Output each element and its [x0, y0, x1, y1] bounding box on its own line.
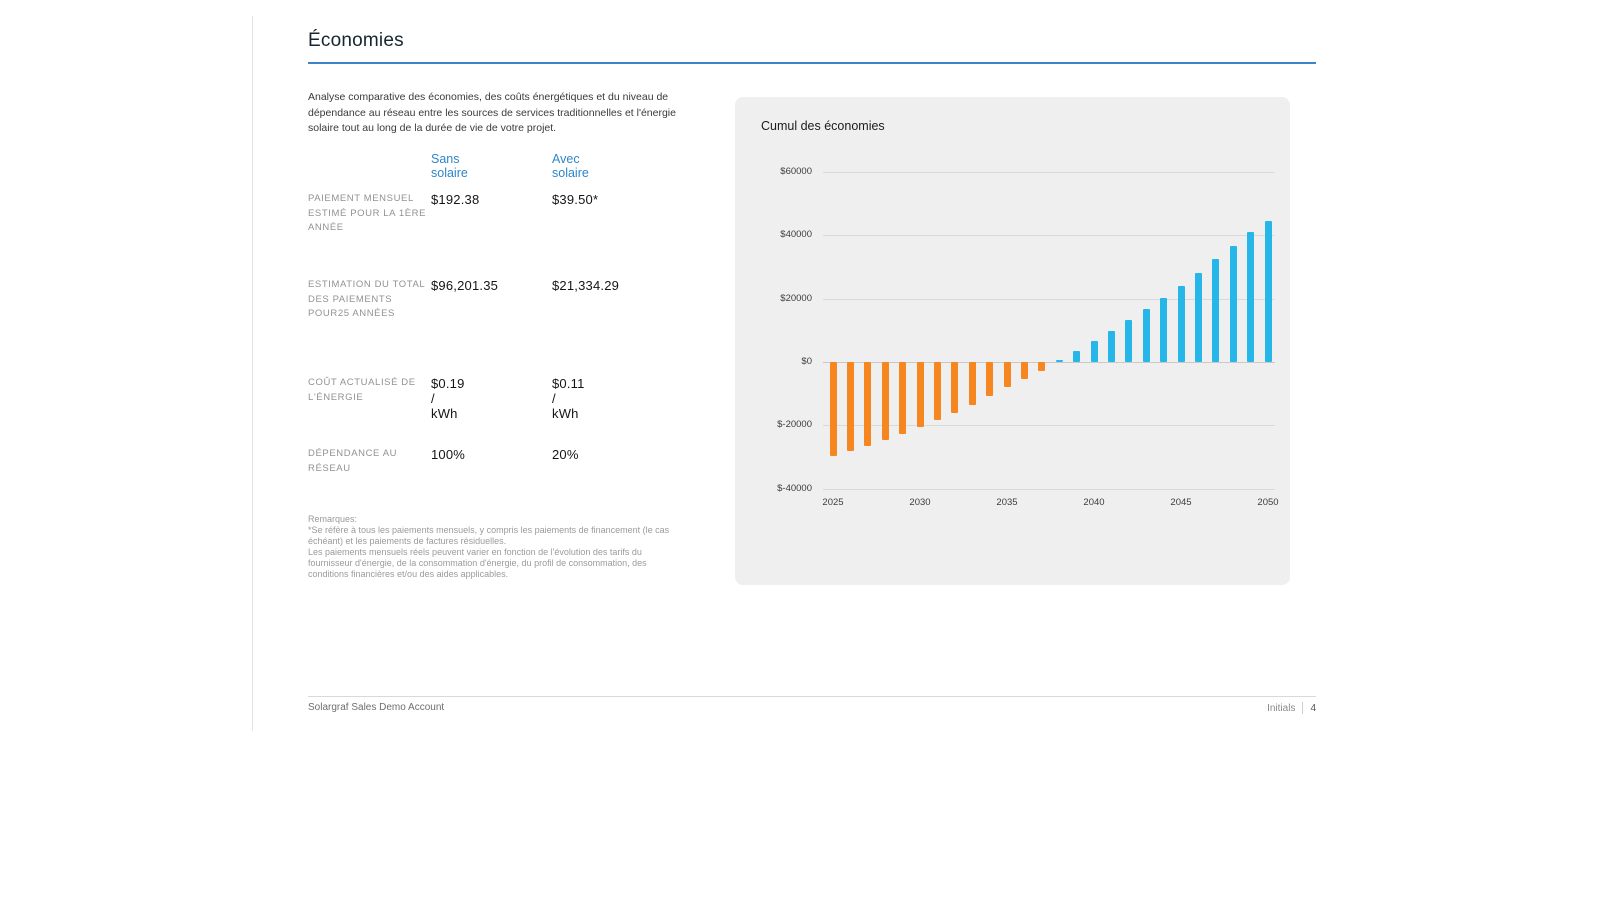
bar-2026 [846, 361, 854, 452]
row-label-cout-energie: Coût actualisé de l'énergie [308, 377, 416, 403]
row-label-dependance-reseau: Dépendance au réseau [308, 448, 398, 474]
remarks-line-1: *Se réfère à tous les paiements mensuels… [308, 524, 670, 546]
bar-2043 [1142, 309, 1150, 362]
value-cout-avec: $0.11 / kWh [552, 376, 585, 421]
page-description: Analyse comparative des économies, des c… [308, 91, 676, 135]
row-label-total-paiements: Estimation du total des paiements pour25… [308, 279, 425, 320]
bar-2036 [1020, 361, 1028, 379]
footer-divider [308, 696, 1316, 697]
x-axis-tick-label: 2025 [822, 496, 844, 508]
y-axis-tick-label: $0 [801, 355, 812, 367]
bar-2038 [1055, 359, 1063, 362]
value-total-sans: $96,201.35 [431, 278, 499, 293]
value-cout-sans: $0.19 / kWh [431, 376, 465, 421]
y-axis-tick-label: $20000 [780, 292, 812, 304]
bar-2027 [864, 361, 872, 447]
page-left-border [252, 16, 253, 731]
value-dependance-avec: 20% [552, 447, 579, 462]
gridline-$0 [823, 361, 1275, 363]
column-header-sans-solaire: Sans solaire [431, 152, 468, 180]
bar-2044 [1160, 297, 1168, 362]
bar-2034 [986, 361, 994, 397]
x-axis-tick-label: 2035 [996, 496, 1018, 508]
page-title: Économies [308, 30, 404, 51]
bar-2033 [968, 361, 976, 405]
y-axis-tick-label: $40000 [780, 229, 812, 241]
bar-2035 [1003, 361, 1011, 388]
x-axis-tick-label: 2050 [1257, 496, 1279, 508]
footer-page-number: 4 [1310, 702, 1316, 714]
cumulative-savings-chart: $60000 $40000 $20000 $0 $-20000 $-40000 2025 20… [735, 97, 1290, 585]
gridline-$60000 [823, 172, 1275, 173]
remarks-line-2: Les paiements mensuels réels peuvent var… [308, 546, 647, 579]
footer-separator [1302, 702, 1304, 714]
value-paiement-sans: $192.38 [431, 192, 480, 207]
footer-right: Initials 4 [1267, 702, 1316, 714]
value-dependance-sans: 100% [431, 447, 466, 462]
footer-account-name: Solargraf Sales Demo Account [308, 702, 445, 713]
bar-2048 [1229, 245, 1237, 362]
x-axis-tick-label: 2045 [1170, 496, 1192, 508]
bar-2042 [1125, 320, 1133, 362]
bar-2047 [1212, 259, 1220, 362]
value-paiement-avec: $39.50* [552, 192, 599, 207]
bar-2045 [1177, 285, 1185, 362]
gridline-$20000 [823, 298, 1275, 300]
gridline-$-40000 [823, 488, 1275, 490]
row-label-paiement-mensuel: Paiement mensuel estimé pour la 1ère ann… [308, 193, 427, 234]
bar-2037 [1038, 361, 1046, 371]
bar-2041 [1107, 331, 1115, 362]
footer-initials-label: Initials [1267, 702, 1296, 714]
title-underline [308, 62, 1316, 64]
x-axis-tick-label: 2030 [909, 496, 931, 508]
remarks-block: Remarques: *Se réfère à tous les paiemen… [308, 514, 680, 580]
bar-2030 [916, 361, 924, 428]
bar-2032 [951, 361, 959, 413]
bar-2031 [933, 361, 941, 421]
bar-2025 [829, 361, 837, 457]
value-total-avec: $21,334.29 [552, 278, 620, 293]
gridline-$-20000 [823, 425, 1275, 427]
bar-2039 [1073, 350, 1081, 362]
bar-2040 [1090, 341, 1098, 362]
bar-2029 [899, 361, 907, 435]
y-axis-tick-label: $60000 [780, 166, 812, 177]
savings-chart-card: Cumul des économies $60000 $40000 $20000 $0… [735, 97, 1290, 585]
x-axis-tick-label: 2040 [1083, 496, 1105, 508]
bar-2046 [1194, 272, 1202, 362]
y-axis-tick-label: $-40000 [777, 482, 812, 494]
column-header-avec-solaire: Avec solaire [552, 152, 589, 180]
bar-2050 [1264, 221, 1272, 362]
bar-2028 [881, 361, 889, 441]
y-axis-tick-label: $-20000 [777, 419, 812, 431]
chart-title: Cumul des économies [761, 119, 885, 133]
bar-2049 [1247, 232, 1255, 362]
document-page: Économies Analyse comparative des économ… [308, 0, 1316, 911]
remarks-title: Remarques: [308, 514, 358, 524]
gridline-$40000 [823, 235, 1275, 237]
